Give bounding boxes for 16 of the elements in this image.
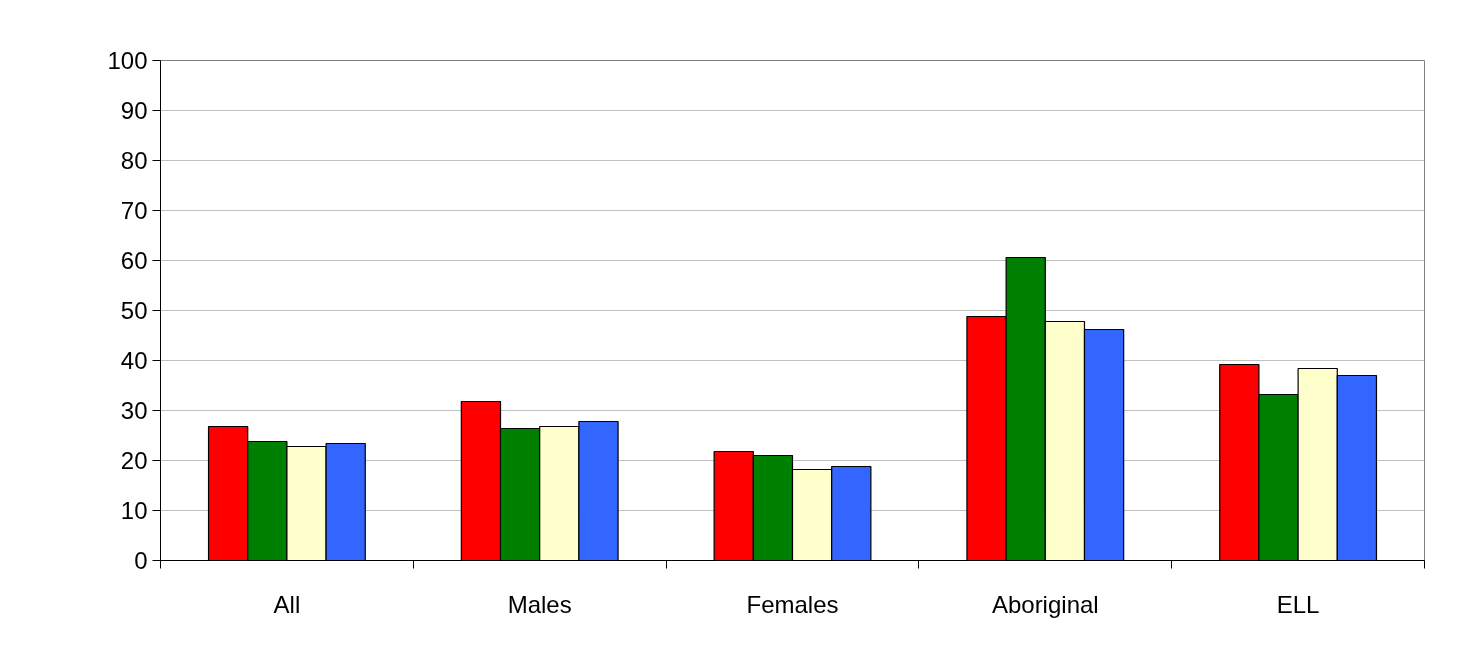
y-tick-label: 0 [134,547,148,574]
y-tick-label: 70 [120,197,148,224]
x-tick-label: All [273,590,301,618]
x-tick-label: Females [746,590,839,618]
y-tick-label: 40 [120,347,148,374]
y-tick-label: 50 [120,297,148,324]
x-tick-label: Males [507,590,572,618]
y-tick-label: 30 [120,397,148,424]
x-tick-label: Aboriginal [991,590,1099,618]
y-tick-label: 60 [120,247,148,274]
y-tick-label: 100 [107,47,148,74]
y-tick-label: 10 [120,497,148,524]
x-tick-label: ELL [1276,590,1320,618]
y-tick-label: 80 [120,147,148,174]
y-tick-label: 90 [120,97,148,124]
y-tick-label: 20 [120,447,148,474]
